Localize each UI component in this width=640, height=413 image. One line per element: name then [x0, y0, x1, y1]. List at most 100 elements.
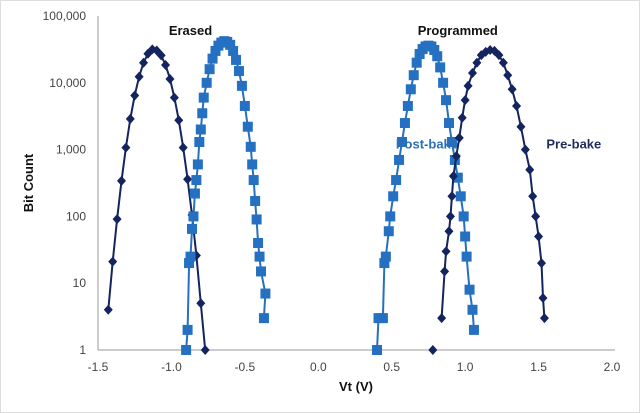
y-tick-label: 1,000 [56, 143, 86, 157]
diamond-marker [103, 304, 113, 315]
diamond-marker [428, 345, 438, 355]
labels-layer: Vt (V) Bit Count Erased Programmed Post-ba… [21, 23, 601, 394]
square-marker [461, 251, 472, 262]
diamond-marker [460, 95, 470, 106]
square-marker [189, 188, 200, 199]
annotation-pre-bake: Pre-bake [546, 136, 601, 151]
series-programmed-pre-bake [428, 44, 549, 355]
diamond-marker [139, 57, 149, 68]
diamond-marker [512, 100, 522, 111]
square-marker [247, 159, 258, 170]
y-axis-title: Bit Count [21, 153, 36, 212]
square-marker [182, 324, 193, 335]
series-programmed-post-bake [372, 40, 479, 355]
square-marker [192, 159, 203, 170]
diamond-marker [165, 73, 175, 84]
diamond-marker [121, 142, 131, 153]
series-erased-pre-bake [103, 44, 210, 355]
annotation-programmed: Programmed [418, 23, 498, 38]
x-tick-label: 1.0 [457, 360, 474, 374]
x-tick-label: 1.5 [530, 360, 547, 374]
diamond-marker [125, 113, 135, 124]
square-marker [438, 77, 449, 88]
diamond-marker [534, 231, 544, 242]
square-marker [197, 108, 208, 119]
square-marker [256, 266, 267, 277]
diamond-marker [467, 68, 477, 79]
diamond-marker [531, 211, 541, 222]
diamond-marker [498, 57, 508, 68]
diamond-marker [437, 313, 447, 324]
square-marker [201, 77, 212, 88]
square-marker [399, 118, 410, 129]
square-marker [260, 288, 271, 299]
square-marker [458, 211, 469, 222]
square-marker [251, 214, 262, 225]
y-tick-label: 10 [73, 276, 87, 290]
diamond-marker [472, 57, 482, 68]
diamond-marker [156, 50, 166, 61]
diamond-marker [457, 112, 467, 123]
square-marker [446, 136, 457, 147]
square-marker [186, 223, 197, 234]
square-marker [464, 284, 475, 295]
x-tick-label: -0.5 [235, 360, 256, 374]
square-marker [191, 175, 202, 186]
diamond-marker [200, 345, 210, 355]
x-tick-label: 0.5 [383, 360, 400, 374]
diamond-marker [537, 258, 547, 269]
diamond-marker [447, 191, 457, 202]
square-marker [372, 345, 383, 355]
square-marker [236, 80, 247, 91]
series-erased-post-bake [181, 36, 271, 355]
square-marker [411, 57, 422, 68]
diamond-marker [183, 174, 193, 185]
square-marker [198, 92, 209, 103]
diamond-marker [116, 175, 126, 186]
square-marker [468, 324, 479, 335]
square-marker [225, 39, 236, 50]
square-marker [394, 154, 405, 165]
square-marker [188, 211, 199, 222]
square-marker [228, 45, 239, 56]
diamond-marker [494, 50, 504, 61]
square-marker [204, 64, 215, 75]
diamond-marker [108, 256, 118, 267]
y-tick-label: 1 [79, 343, 86, 357]
square-marker [239, 100, 250, 111]
y-tick-label: 100 [66, 209, 86, 223]
diamond-marker [134, 71, 144, 82]
square-marker [432, 51, 443, 62]
square-marker [233, 66, 244, 77]
square-marker [231, 54, 242, 65]
square-marker [377, 313, 388, 324]
square-marker [452, 172, 463, 183]
diamond-marker [451, 151, 461, 162]
diamond-marker [520, 144, 530, 155]
x-tick-label: -1.5 [88, 360, 109, 374]
square-marker [248, 175, 259, 186]
square-marker [441, 95, 452, 106]
diamond-marker [445, 211, 455, 222]
square-marker [185, 251, 196, 262]
diamond-marker [516, 121, 526, 132]
square-marker [383, 226, 394, 237]
x-tick-label: 2.0 [604, 360, 621, 374]
diamond-marker [130, 90, 140, 101]
y-tick-label: 10,000 [49, 76, 86, 90]
annotation-post-bake: Post-bake [396, 136, 458, 151]
square-marker [194, 136, 205, 147]
square-marker [385, 211, 396, 222]
square-marker [467, 304, 478, 315]
diamond-marker [174, 115, 184, 126]
diamond-marker [161, 59, 171, 70]
square-marker [258, 313, 269, 324]
y-tick-label: 100,000 [43, 9, 87, 23]
square-marker [250, 196, 261, 207]
square-marker [245, 141, 256, 152]
square-marker [429, 44, 440, 55]
x-tick-label: -1.0 [161, 360, 182, 374]
square-marker [455, 191, 466, 202]
